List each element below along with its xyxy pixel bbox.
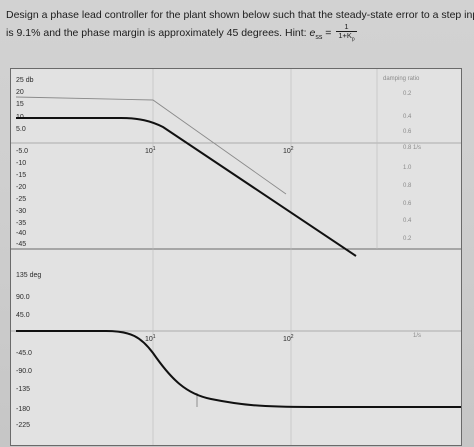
mag-tick-15: 15 [16, 101, 24, 108]
phase-freq-label-2: 102 [283, 334, 294, 343]
mag-tick-neg40: -40 [16, 230, 26, 237]
phase-freq-1-base: 10 [145, 336, 153, 343]
phase-freq-2-exp: 2 [291, 334, 294, 340]
mag-tick-neg45: -45 [16, 241, 26, 248]
mag-freq-2-base: 10 [283, 148, 291, 155]
hint-fraction: 1 1+Kp [336, 23, 357, 44]
hint-numerator: 1 [336, 23, 357, 32]
damping-tick-3: 0.6 [403, 129, 412, 135]
damping-tick-2: 0.4 [403, 114, 412, 120]
damping-tick-8: 0.4 [403, 218, 412, 224]
mag-tick-20: 20 [16, 89, 24, 96]
phase-freq-label-1: 101 [145, 334, 156, 343]
phase-freq-2-base: 10 [283, 336, 291, 343]
damping-tick-6: 0.8 [403, 183, 412, 189]
mag-tick-5: 5.0 [16, 126, 26, 133]
mag-freq-1-base: 10 [145, 148, 153, 155]
mag-freq-2-exp: 2 [291, 146, 294, 152]
question-line-2-text: is 9.1% and the phase margin is approxim… [6, 27, 310, 40]
hint-eq: = [322, 27, 335, 40]
bode-plot-svg: 25 db 20 15 10 5.0 -5.0 -10 -15 -20 -25 … [11, 69, 461, 445]
mag-tick-neg25: -25 [16, 196, 26, 203]
mag-freq-label-1: 101 [145, 146, 156, 155]
mag-freq-label-2: 102 [283, 146, 294, 155]
mag-unit-label: 25 db [16, 77, 34, 84]
phase-tick-neg225: -225 [16, 422, 30, 429]
hint-denominator: 1+Kp [336, 32, 356, 44]
mag-freq-unit: 1/s [413, 145, 421, 151]
bode-plot-sheet: 25 db 20 15 10 5.0 -5.0 -10 -15 -20 -25 … [10, 68, 462, 446]
phase-curve [16, 330, 461, 408]
mag-tick-neg35: -35 [16, 220, 26, 227]
magnitude-asymptote-line [15, 96, 287, 195]
damping-tick-5: 1.0 [403, 165, 412, 171]
mag-tick-neg10: -10 [16, 160, 26, 167]
phase-tick-neg90: -90.0 [16, 368, 32, 375]
magnitude-panel: 25 db 20 15 10 5.0 -5.0 -10 -15 -20 -25 … [11, 69, 461, 257]
damping-tick-4: 0.8 [403, 145, 412, 151]
phase-panel: 135 deg 90.0 45.0 -45.0 -90.0 -135 -180 … [11, 249, 461, 445]
phase-tick-neg180: -180 [16, 406, 30, 413]
damping-tick-9: 0.2 [403, 236, 412, 242]
phase-unit-label: 135 deg [16, 272, 41, 279]
mag-tick-neg15: -15 [16, 172, 26, 179]
hint-lhs-sub: ss [315, 34, 323, 42]
mag-tick-neg20: -20 [16, 184, 26, 191]
hint-lhs: e [309, 27, 316, 40]
phase-tick-neg135: -135 [16, 386, 30, 393]
mag-tick-neg30: -30 [16, 208, 26, 215]
phase-tick-90: 90.0 [16, 294, 30, 301]
phase-tick-45: 45.0 [16, 312, 30, 319]
question-text: Design a phase lead controller for the p… [6, 8, 474, 45]
mag-freq-1-exp: 1 [153, 146, 156, 152]
hint-denominator-sub: p [351, 36, 355, 43]
question-line-1: Design a phase lead controller for the p… [6, 9, 474, 21]
phase-freq-unit: 1/s [413, 333, 421, 339]
hint-denominator-text: 1+K [338, 31, 352, 40]
mag-tick-neg5: -5.0 [16, 148, 28, 155]
question-line-2: is 9.1% and the phase margin is approxim… [6, 23, 468, 45]
damping-tick-1: 0.2 [403, 91, 412, 97]
phase-tick-neg45: -45.0 [16, 350, 32, 357]
damping-tick-7: 0.6 [403, 201, 412, 207]
phase-freq-1-exp: 1 [153, 334, 156, 340]
magnitude-curve [16, 117, 357, 257]
damping-ratio-title: damping ratio [383, 76, 420, 82]
